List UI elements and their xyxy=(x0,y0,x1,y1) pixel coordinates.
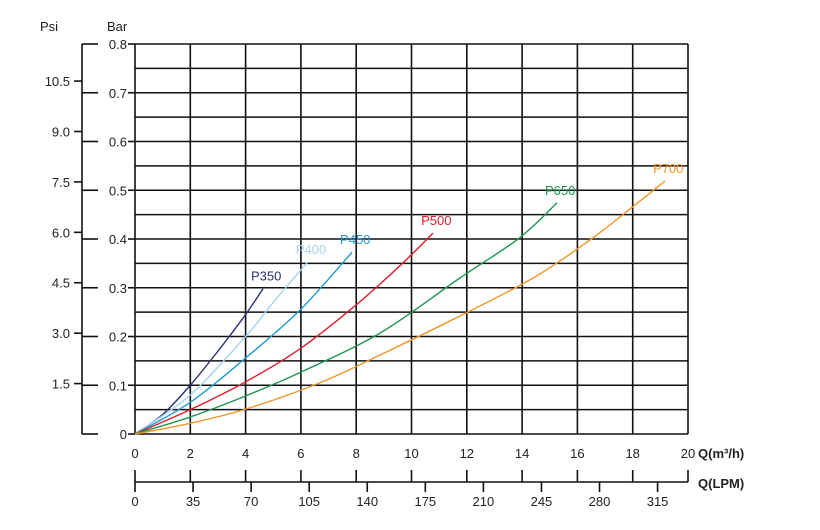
bar-tick-label: 0.6 xyxy=(109,135,127,150)
lpm-tick-label: 140 xyxy=(356,494,378,509)
axes: 0 2 4 6 8 10 12 14 16 18 20 0 0.1 0.2 0.3 0.4 0.5 0.6 0.7 0… xyxy=(45,37,696,509)
curve-label-p450: P450 xyxy=(340,232,370,247)
lpm-tick-label: 105 xyxy=(298,494,320,509)
lpm-tick-label: 35 xyxy=(186,494,200,509)
curve-p500 xyxy=(134,232,434,435)
psi-tick-label: 1.5 xyxy=(52,377,70,392)
curve-label-p500: P500 xyxy=(421,213,451,228)
psi-tick-label: 10.5 xyxy=(45,74,70,89)
x2-axis-title: Q(LPM) xyxy=(698,476,744,491)
curve-label-p650: P650 xyxy=(545,183,575,198)
x-axis-title: Q(m³/h) xyxy=(698,446,744,461)
bar-tick-label: 0.3 xyxy=(109,281,127,296)
x-tick-label: 20 xyxy=(681,446,695,461)
curve-label-p700: P700 xyxy=(653,161,683,176)
x-tick-label: 8 xyxy=(353,446,360,461)
lpm-tick-label: 315 xyxy=(647,494,669,509)
lpm-tick-label: 175 xyxy=(414,494,436,509)
curve-label-p400: P400 xyxy=(296,242,326,257)
x-tick-label: 4 xyxy=(242,446,249,461)
lpm-tick-label: 70 xyxy=(244,494,258,509)
lpm-tick-label: 245 xyxy=(531,494,553,509)
lpm-tick-label: 210 xyxy=(473,494,495,509)
curves: P350 P400 P450 P500 P650 P700 xyxy=(134,161,683,435)
x-tick-label: 14 xyxy=(515,446,529,461)
psi-tick-label: 6.0 xyxy=(52,225,70,240)
bar-tick-label: 0.1 xyxy=(109,378,127,393)
x-tick-label: 16 xyxy=(570,446,584,461)
x-tick-label: 0 xyxy=(131,446,138,461)
psi-tick-label: 4.5 xyxy=(52,276,70,291)
x-tick-label: 10 xyxy=(404,446,418,461)
lpm-tick-label: 280 xyxy=(589,494,611,509)
psi-axis-title: Psi xyxy=(40,19,58,34)
x-tick-label: 6 xyxy=(297,446,304,461)
psi-tick-label: 3.0 xyxy=(52,326,70,341)
bar-tick-label: 0.5 xyxy=(109,183,127,198)
curve-p700 xyxy=(134,180,666,435)
lpm-tick-label: 0 xyxy=(131,494,138,509)
grid xyxy=(134,43,689,435)
bar-tick-label: 0.7 xyxy=(109,86,127,101)
x-tick-label: 18 xyxy=(625,446,639,461)
bar-tick-label: 0.4 xyxy=(109,232,127,247)
bar-tick-label: 0 xyxy=(120,427,127,442)
psi-tick-label: 9.0 xyxy=(52,124,70,139)
psi-tick-label: 7.5 xyxy=(52,175,70,190)
x-tick-label: 12 xyxy=(460,446,474,461)
bar-tick-label: 0.8 xyxy=(109,37,127,52)
x-tick-label: 2 xyxy=(187,446,194,461)
bar-axis-title: Bar xyxy=(107,19,128,34)
curve-p400 xyxy=(134,261,309,435)
curve-label-p350: P350 xyxy=(251,269,281,284)
bar-tick-label: 0.2 xyxy=(109,330,127,345)
curve-p350 xyxy=(134,288,264,435)
curve-p450 xyxy=(134,251,353,435)
curve-p650 xyxy=(134,202,558,435)
